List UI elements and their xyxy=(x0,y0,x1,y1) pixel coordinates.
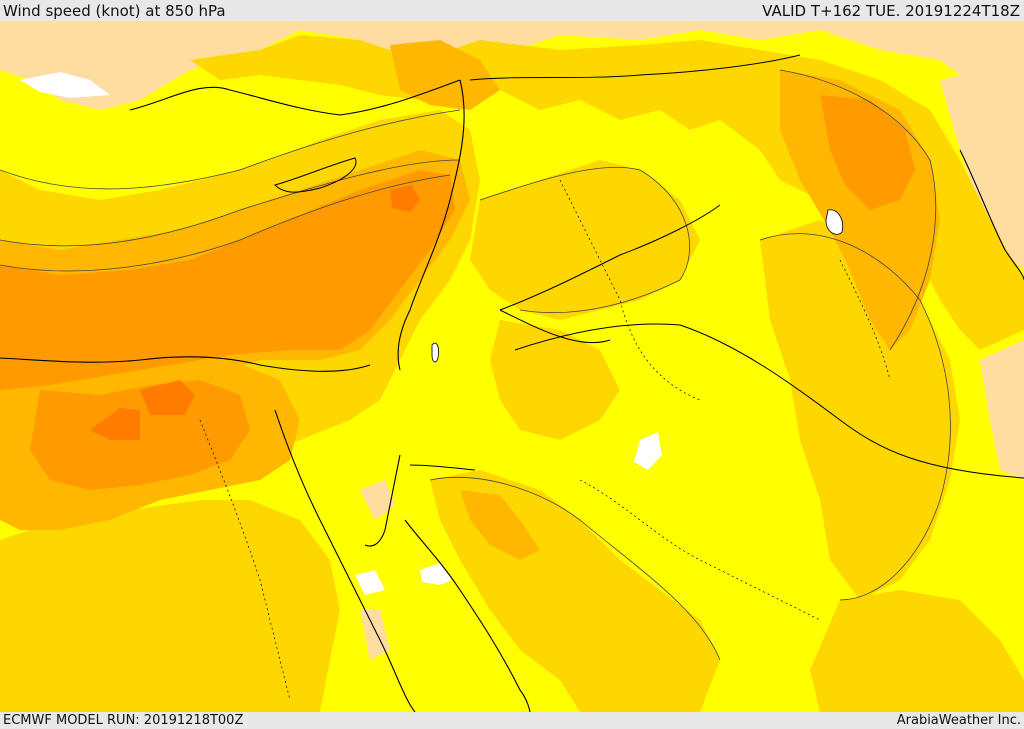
contour-line-north xyxy=(0,109,461,190)
contour-line-jordan xyxy=(479,167,691,313)
orange-region-mediterranean xyxy=(0,170,455,390)
contour-line-iraq xyxy=(779,69,937,351)
coastlines xyxy=(0,79,1024,712)
coastline-turkey xyxy=(129,79,461,116)
white-patch-nile xyxy=(355,570,385,595)
contour-line-arabia xyxy=(429,477,721,661)
light-patch-sinai xyxy=(360,480,395,520)
valid-time-label: VALID T+162 TUE. 20191224T18Z xyxy=(762,2,1020,20)
border-syria-turkey xyxy=(469,54,801,81)
model-run-label: ECMWF MODEL RUN: 20191218T00Z xyxy=(3,713,244,728)
amber-region-turkey-south xyxy=(390,40,500,110)
gold-region-jordan xyxy=(470,160,700,320)
coastline-levant xyxy=(397,79,465,371)
contour-lines xyxy=(0,69,951,661)
cyprus-island xyxy=(274,157,357,193)
dark-orange-core-sea xyxy=(390,185,420,212)
gold-region-syria-strip xyxy=(490,320,620,440)
dead-sea xyxy=(431,342,439,363)
map-area xyxy=(0,21,1024,712)
border-saudi-iraq xyxy=(514,323,1024,479)
amber-patch-arabia xyxy=(460,490,540,560)
province-border-b xyxy=(579,479,821,621)
light-region-iran xyxy=(940,60,1024,270)
light-region-gulf xyxy=(980,340,1024,480)
gold-region-egypt-south xyxy=(0,500,340,712)
coastline-egypt-north xyxy=(0,356,371,372)
political-borders xyxy=(409,54,1024,479)
contour-line-east xyxy=(759,233,951,601)
white-patch-egypt xyxy=(420,563,452,585)
light-region-turkey xyxy=(0,21,1024,110)
coastline-gulf xyxy=(959,149,1024,281)
gold-region-east-arabia xyxy=(810,590,1024,712)
province-border-a xyxy=(559,179,701,401)
dark-orange-core-mid xyxy=(140,380,195,415)
coastline-red-sea-east xyxy=(404,519,531,712)
header-bar: Wind speed (knot) at 850 hPa VALID T+162… xyxy=(0,0,1024,21)
footer-bar: ECMWF MODEL RUN: 20191218T00Z ArabiaWeat… xyxy=(0,712,1024,729)
lake-tharthar xyxy=(825,209,844,235)
orange-region-iraq xyxy=(820,95,915,210)
coastline-suez-west xyxy=(274,409,416,712)
coastline-aqaba xyxy=(364,454,401,547)
dark-orange-core-west xyxy=(90,408,140,440)
contour-line-core xyxy=(0,174,451,272)
border-egypt-libya-sudan xyxy=(409,464,476,471)
credit-label: ArabiaWeather Inc. xyxy=(896,713,1021,728)
dotted-borders xyxy=(199,179,891,701)
border-jordan-saudi xyxy=(499,309,611,344)
border-syria-iraq xyxy=(499,204,721,311)
map-title: Wind speed (knot) at 850 hPa xyxy=(3,2,226,20)
province-border-d xyxy=(839,259,891,381)
white-patch-jordan-valley xyxy=(634,432,662,470)
light-patch-nile xyxy=(360,610,390,660)
wind-speed-map xyxy=(0,21,1024,712)
province-border-c xyxy=(199,419,291,701)
contour-line-mid xyxy=(0,159,461,247)
white-patch-aegean xyxy=(20,72,110,98)
